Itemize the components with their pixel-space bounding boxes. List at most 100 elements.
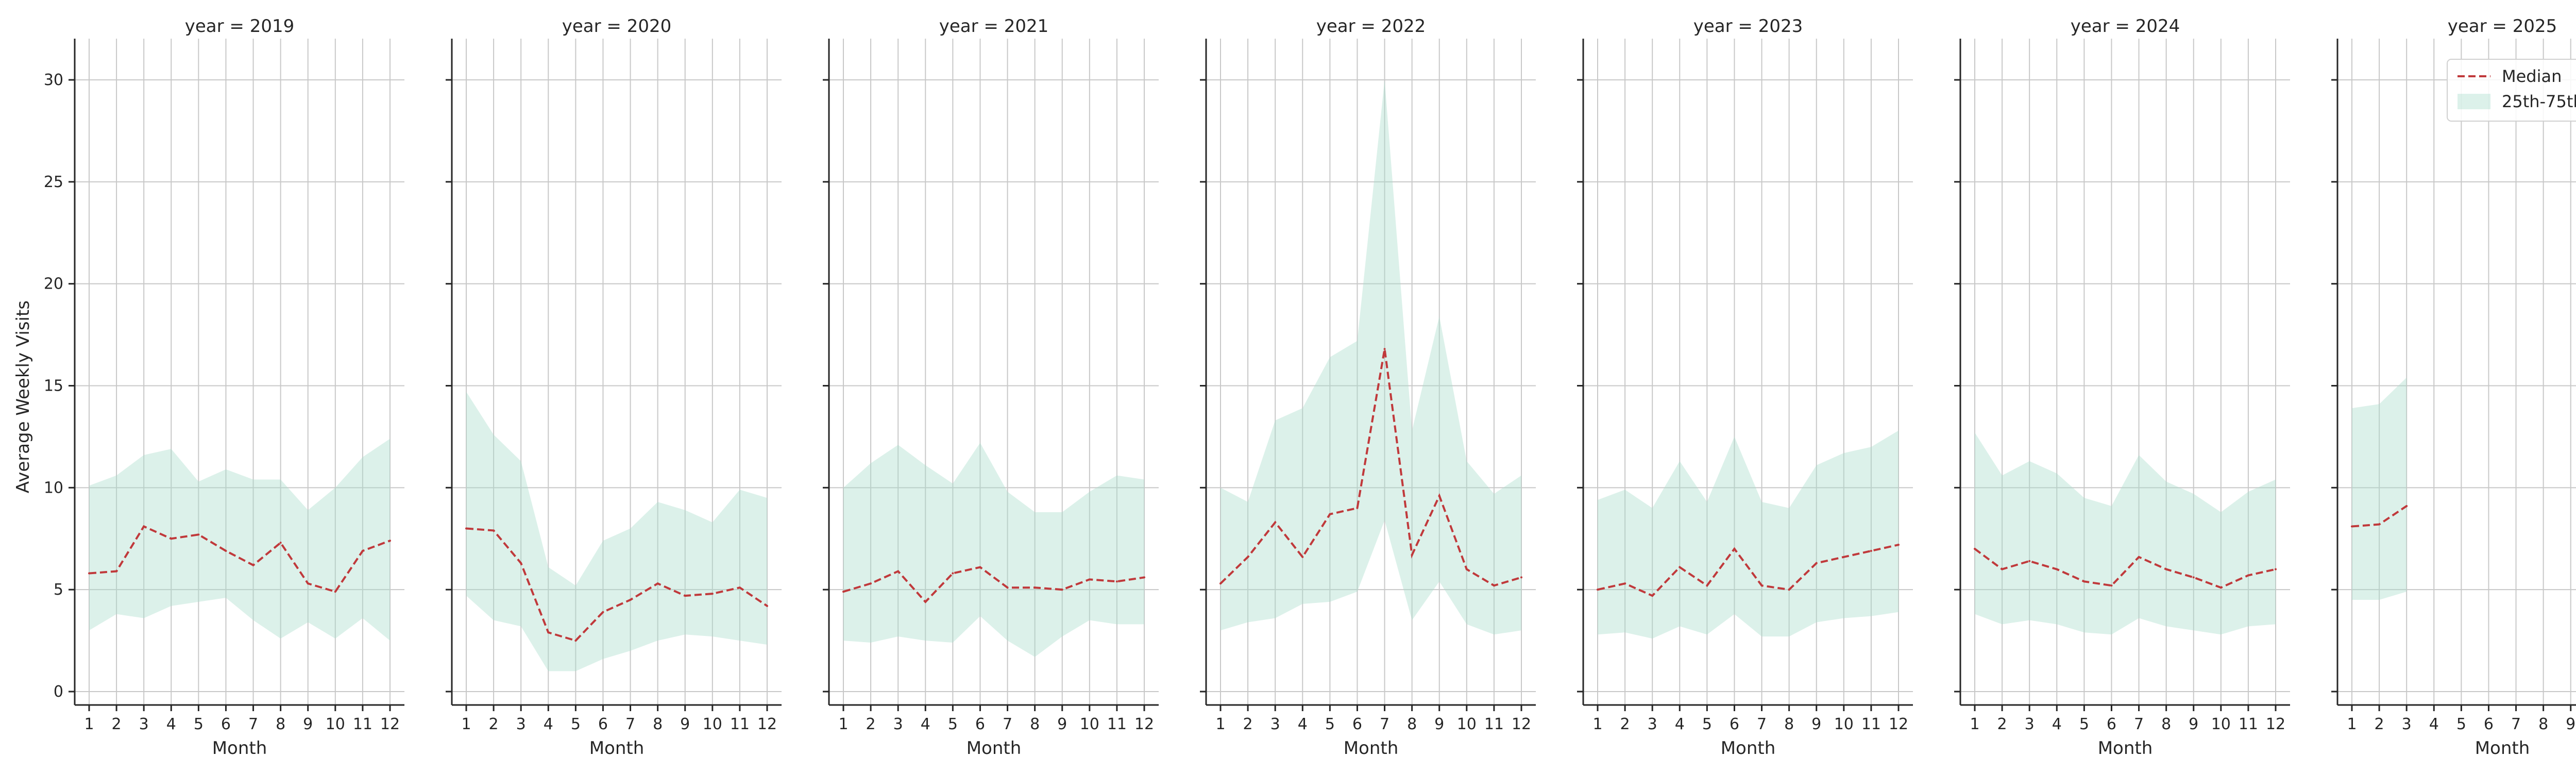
x-tick-label: 12: [757, 715, 777, 733]
median-point: [1974, 548, 1976, 550]
x-tick-label: 2: [489, 715, 499, 733]
median-point: [2192, 576, 2195, 579]
median-point: [602, 611, 604, 613]
x-tick-label: 3: [2025, 715, 2035, 733]
x-tick-label: 8: [2161, 715, 2171, 733]
x-tick-label: 4: [1675, 715, 1685, 733]
x-tick-label: 5: [948, 715, 958, 733]
x-tick-label: 12: [380, 715, 400, 733]
x-tick-label: 10: [1457, 715, 1477, 733]
median-point: [1383, 348, 1386, 350]
median-point: [738, 586, 741, 589]
median-point: [2028, 560, 2031, 562]
median-point: [1706, 584, 1708, 587]
median-point: [334, 591, 336, 593]
median-point: [2056, 568, 2058, 570]
median-point: [1061, 589, 1063, 591]
median-point: [1679, 566, 1681, 568]
x-tick-label: 3: [1270, 715, 1280, 733]
x-tick-label: 8: [1030, 715, 1040, 733]
median-point: [361, 549, 364, 552]
median-point: [307, 582, 309, 585]
median-point: [952, 572, 954, 575]
x-tick-label: 7: [248, 715, 258, 733]
x-tick-label: 1: [2347, 715, 2357, 733]
median-point: [1493, 584, 1495, 587]
x-tick-label: 7: [1380, 715, 1389, 733]
panel-title: year = 2019: [185, 16, 294, 37]
median-point: [170, 537, 173, 540]
x-tick-label: 1: [461, 715, 471, 733]
median-point: [1760, 584, 1763, 587]
x-tick-label: 3: [516, 715, 526, 733]
x-tick-label: 8: [1784, 715, 1794, 733]
panel-title: year = 2024: [2071, 16, 2180, 37]
x-tick-label: 4: [544, 715, 553, 733]
median-point: [629, 598, 632, 601]
x-tick-label: 9: [1811, 715, 1821, 733]
x-tick-label: 7: [625, 715, 635, 733]
x-tick-label: 8: [276, 715, 285, 733]
x-tick-label: 10: [1834, 715, 1854, 733]
median-point: [1115, 580, 1118, 583]
median-point: [979, 566, 981, 568]
x-tick-label: 5: [2456, 715, 2466, 733]
median-point: [1088, 578, 1091, 581]
x-tick-label: 1: [1970, 715, 1979, 733]
median-point: [924, 600, 927, 603]
percentile-band: [89, 439, 390, 641]
panel-title: year = 2021: [939, 16, 1048, 37]
x-tick-label: 7: [1757, 715, 1767, 733]
median-point: [2083, 580, 2086, 583]
median-point: [1274, 521, 1277, 524]
median-point: [1219, 582, 1222, 585]
x-tick-label: 2: [866, 715, 876, 733]
panel-title: year = 2025: [2448, 16, 2557, 37]
x-tick-label: 6: [221, 715, 231, 733]
x-tick-label: 1: [84, 715, 94, 733]
legend-median-label: Median: [2502, 66, 2562, 86]
y-tick-label: 5: [54, 581, 63, 599]
y-tick-label: 30: [44, 71, 63, 89]
x-tick-label: 6: [975, 715, 985, 733]
x-tick-label: 3: [2402, 715, 2412, 733]
x-tick-label: 4: [2429, 715, 2439, 733]
x-tick-label: 6: [598, 715, 608, 733]
x-tick-label: 5: [1325, 715, 1335, 733]
median-line: [1974, 548, 2276, 589]
x-tick-label: 11: [2239, 715, 2258, 733]
median-point: [1465, 568, 1468, 570]
median-point: [465, 527, 467, 530]
x-tick-label: 7: [2511, 715, 2521, 733]
median-point: [2351, 525, 2353, 528]
median-point: [389, 540, 391, 542]
median-point: [1597, 589, 1599, 591]
y-tick-label: 20: [44, 275, 63, 293]
median-point: [2378, 523, 2381, 526]
median-point: [520, 562, 522, 564]
percentile-band: [2352, 377, 2407, 600]
x-tick-label: 3: [139, 715, 149, 733]
median-line: [1597, 544, 1899, 597]
x-tick-label: 9: [1434, 715, 1444, 733]
median-point: [1651, 595, 1654, 597]
x-tick-label: 2: [2375, 715, 2384, 733]
x-tick-label: 7: [2134, 715, 2144, 733]
percentile-band: [1598, 430, 1899, 639]
x-tick-label: 12: [1134, 715, 1154, 733]
median-point: [493, 529, 495, 532]
x-tick-label: 9: [2566, 715, 2575, 733]
legend: Median 25th-75th Percentile: [2447, 59, 2576, 122]
x-tick-label: 12: [1889, 715, 1908, 733]
median-point: [2275, 568, 2277, 570]
median-point: [143, 525, 145, 528]
x-axis-label: Month: [212, 738, 267, 759]
median-point: [1411, 553, 1413, 556]
x-axis-label: Month: [589, 738, 645, 759]
median-point: [252, 564, 255, 566]
median-point: [1006, 586, 1009, 589]
